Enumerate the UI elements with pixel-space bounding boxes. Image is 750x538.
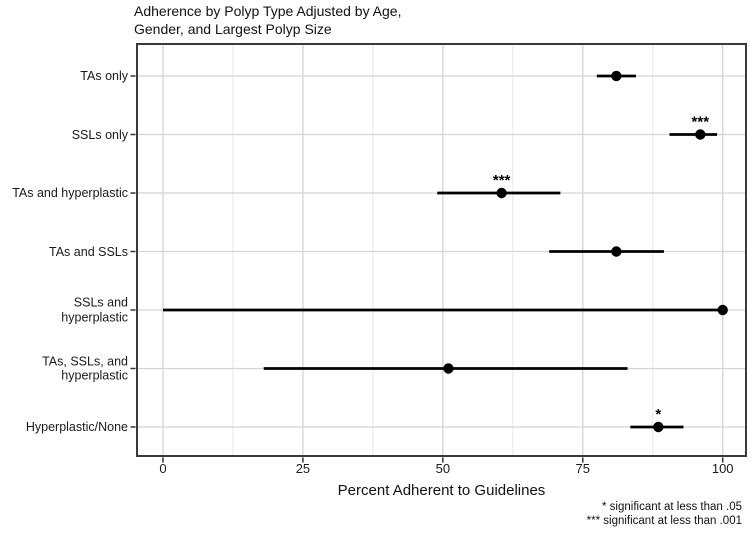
point-estimate-dot xyxy=(611,246,622,257)
x-axis-tick-label: 25 xyxy=(295,461,311,476)
point-estimate-dot xyxy=(717,304,728,316)
point-estimate-dot xyxy=(695,129,706,140)
point-estimate-dot xyxy=(443,363,454,374)
y-axis-category-label: SSLs and hyperplastic xyxy=(61,295,128,325)
y-axis-category-label: TAs and SSLs xyxy=(49,244,128,259)
significance-stars: * xyxy=(655,406,661,423)
footnote-significant-001: *** significant at less than .001 xyxy=(586,515,742,527)
y-axis-category-label: TAs, SSLs, and hyperplastic xyxy=(42,354,128,383)
y-axis-category-label: TAs and hyperplastic xyxy=(12,185,128,200)
footnote-significant-05: * significant at less than .05 xyxy=(602,501,742,513)
x-axis-tick-label: 100 xyxy=(711,461,734,476)
x-axis-tick-label: 75 xyxy=(575,461,590,476)
significance-stars: *** xyxy=(493,172,511,189)
x-axis-tick-label: 50 xyxy=(435,461,451,476)
significance-footnotes: * significant at less than .05 *** signi… xyxy=(587,500,742,528)
x-axis-tick-label: 0 xyxy=(159,461,167,476)
chart-title: Adherence by Polyp Type Adjusted by Age,… xyxy=(134,3,401,38)
y-axis-category-label: TAs only xyxy=(80,68,128,83)
significance-stars: *** xyxy=(692,114,710,131)
chart-title-line-1: Adherence by Polyp Type Adjusted by Age, xyxy=(134,3,402,19)
y-axis-category-label: SSLs only xyxy=(71,127,128,142)
point-estimate-dot xyxy=(496,187,507,199)
chart-title-line-2: Gender, and Largest Polyp Size xyxy=(134,20,332,37)
x-axis-title: Percent Adherent to Guidelines xyxy=(337,482,546,499)
point-estimate-dot xyxy=(611,70,622,82)
y-axis-category-label: Hyperplastic/None xyxy=(25,419,128,434)
point-estimate-dot xyxy=(653,421,664,433)
plot-panel-border xyxy=(136,43,747,457)
